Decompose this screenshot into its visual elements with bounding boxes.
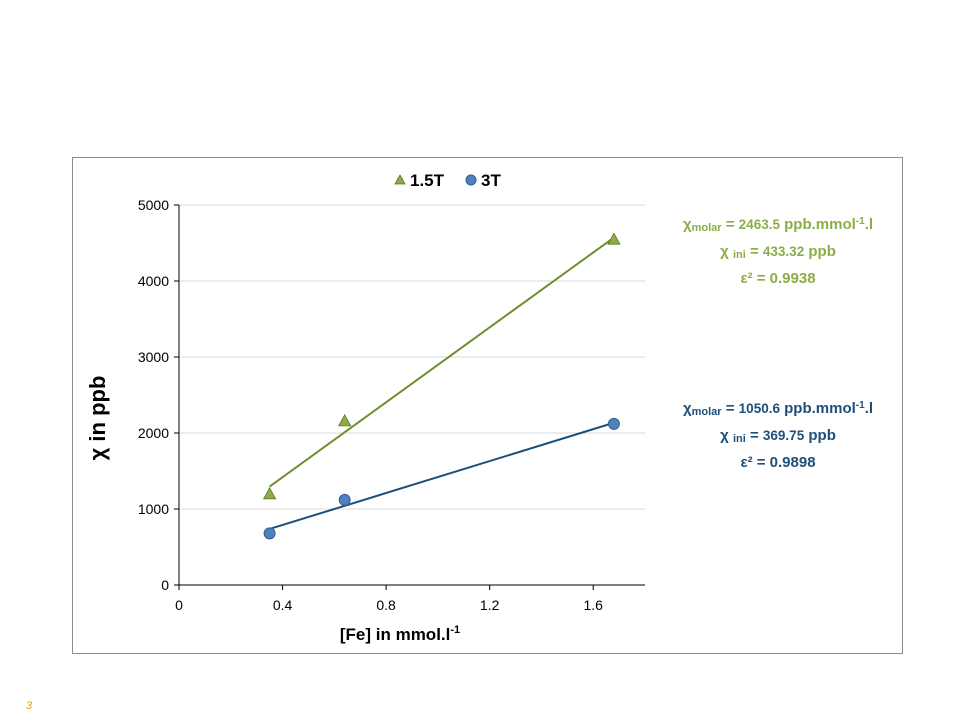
annotation-1-5t-line3: ε² = 0.9938 [740,270,816,287]
y-tick-label: 1000 [138,501,169,517]
legend-label-1.5T: 1.5T [410,171,445,190]
chart-svg: 0 1000 2000 3000 4000 5000 0 0.4 0.8 1.2 1.6 1.5T 3… [85,171,645,644]
x-tick-label: 0.8 [376,597,396,613]
x-axis-label-sup: -1 [450,624,460,636]
y-tick-label: 2000 [138,425,169,441]
annotation-3t: χmolar = 1050.6 ppb.mmol-1.l χ ini = 369… [653,394,903,475]
trendline-1.5T [269,236,615,488]
annotation-3t-line1: χmolar = 1050.6 ppb.mmol-1.l [682,400,874,418]
data-point-1.5T [338,414,352,427]
data-point-3T [263,527,276,540]
legend-marker-3T [465,174,477,186]
fit-layer [269,236,615,530]
annotation-3t-line3: ε² = 0.9898 [740,454,816,471]
x-tick-label: 0.4 [273,597,293,613]
page-number: 3 [26,700,33,712]
annotation-1-5t-line1: χmolar = 2463.5 ppb.mmol-1.l [682,216,874,234]
grid-layer [179,204,645,510]
annotation-3t-line2: χ ini = 369.75 ppb [720,427,836,445]
chart-frame: 0 1000 2000 3000 4000 5000 0 0.4 0.8 1.2 1.6 1.5T 3… [72,157,903,654]
axes-layer: 0 1000 2000 3000 4000 5000 0 0.4 0.8 1.2 1.6 [138,197,645,613]
data-point-3T [338,493,351,506]
data-point-3T [607,417,620,430]
y-tick-label: 5000 [138,197,169,213]
data-point-1.5T [607,232,621,245]
x-tick-label: 1.6 [583,597,603,613]
legend-layer: 1.5T 3T [394,171,501,190]
legend-label-3T: 3T [481,171,501,190]
y-tick-label: 4000 [138,273,169,289]
points-layer [262,232,621,540]
x-tick-label: 0 [175,597,183,613]
x-axis-label-text: [Fe] in mmol.l [340,625,451,644]
y-axis-label: χ in ppb [85,376,110,461]
y-tick-label: 3000 [138,349,169,365]
annotation-1-5t: χmolar = 2463.5 ppb.mmol-1.l χ ini = 433… [653,210,903,291]
y-tick-label: 0 [161,577,169,593]
data-point-1.5T [262,486,277,500]
legend-marker-1.5T [394,174,406,185]
trendline-3T [269,421,615,530]
x-tick-label: 1.2 [480,597,500,613]
x-axis-label: [Fe] in mmol.l-1 [340,624,460,644]
annotation-1-5t-line2: χ ini = 433.32 ppb [720,243,836,261]
